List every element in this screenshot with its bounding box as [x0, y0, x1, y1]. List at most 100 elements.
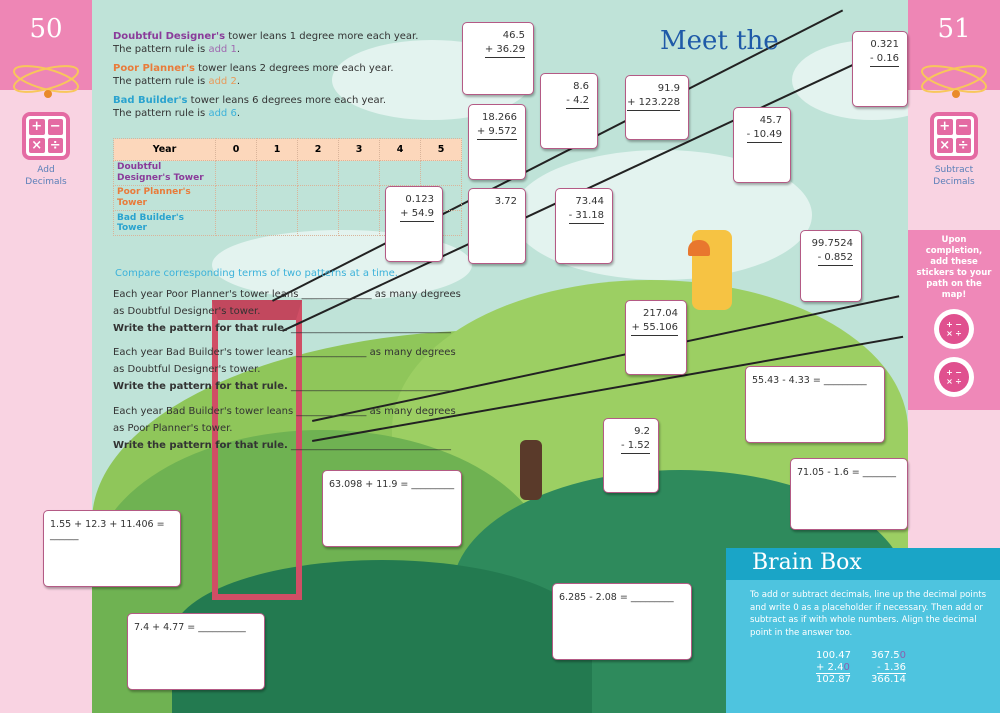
equation-sticker[interactable]: 7.4 + 4.77 = __________ — [127, 613, 265, 690]
table-cell[interactable] — [215, 185, 257, 211]
text-label: as Doubtful Designer's tower. — [113, 306, 261, 317]
text-label: - 4.2 — [566, 94, 589, 109]
text-label: Each year Poor Planner's tower leans — [113, 289, 299, 300]
text-label: 18.266 — [482, 112, 517, 123]
text-label: - 31.18 — [568, 209, 604, 224]
text-label: - 1.52 — [620, 439, 650, 454]
text-label: + 55.106 — [631, 321, 678, 336]
text-label: 91.9 — [657, 83, 680, 94]
table-cell[interactable] — [338, 185, 380, 211]
example-addition: 100.47 + 2.40 102.87 — [816, 650, 851, 686]
text-label: as many degrees — [369, 406, 456, 417]
calculator-icon: + − × ÷ — [930, 112, 978, 160]
text-label: 102.87 — [816, 674, 851, 685]
compare-item-3: Each year Bad Builder's tower leans ____… — [113, 406, 456, 451]
reward-sticker-icon: + − × ÷ — [934, 309, 974, 349]
text-label: 1.55 + 12.3 + 11.406 = — [50, 519, 165, 530]
text-label: add 1 — [208, 44, 237, 55]
text-label: + 123.228 — [627, 96, 680, 111]
left-page-strip: 50 + − × ÷ Add Decimals — [0, 0, 92, 713]
text-label: Each year Bad Builder's tower leans — [113, 406, 294, 417]
table-cell[interactable] — [215, 160, 257, 186]
text-label: Write the pattern for that rule. — [113, 381, 288, 392]
text-label: as Poor Planner's tower. — [113, 423, 233, 434]
brain-box: Brain Box To add or subtract decimals, l… — [726, 548, 1000, 713]
table-cell[interactable] — [256, 160, 298, 186]
sticker-problem[interactable]: 91.9 + 123.228 — [625, 75, 689, 140]
text-label: 7.4 + 4.77 = — [134, 622, 199, 633]
sticker-problem[interactable]: 73.44 - 31.18 — [555, 188, 613, 264]
sticker-problem[interactable]: 3.72 — [468, 188, 526, 264]
page-number: 51 — [937, 14, 971, 44]
text-label: 100.47 — [816, 650, 851, 661]
sticker-problem[interactable]: 9.2 - 1.52 — [603, 418, 659, 493]
row-label: Bad Builder's Tower — [113, 210, 216, 236]
sticker-problem[interactable]: 99.7524 - 0.852 — [800, 230, 862, 302]
equation-sticker[interactable]: 55.43 - 4.33 = _________ — [745, 366, 885, 443]
text-label: 55.43 - 4.33 = — [752, 375, 824, 386]
text-label: 0.123 — [405, 194, 434, 205]
table-cell[interactable] — [297, 210, 339, 236]
zipliner-child — [520, 440, 542, 500]
equation-sticker[interactable]: 6.285 - 2.08 = _________ — [552, 583, 692, 660]
text-label: tower leans 6 degrees more each year. — [187, 95, 387, 106]
text-label: . — [236, 44, 240, 55]
calculator-icon: + − × ÷ — [22, 112, 70, 160]
text-label: + 9.572 — [476, 125, 517, 140]
text-label: 46.5 — [502, 30, 525, 41]
page-title: Meet the — [660, 26, 779, 56]
text-label: 366.14 — [871, 674, 907, 685]
text-label: . — [236, 108, 240, 119]
text-label: - 0.16 — [869, 52, 899, 67]
text-label: 5 — [420, 138, 462, 161]
sticker-note: Upon completion, add these stickers to y… — [916, 235, 992, 300]
sticker-problem[interactable]: 45.7 - 10.49 — [733, 107, 791, 183]
text-label: Year — [113, 138, 216, 161]
row-label: Poor Planner's Tower — [113, 185, 216, 211]
text-label: Doubtful Designer's — [113, 31, 226, 42]
table-cell[interactable] — [256, 210, 298, 236]
text-label: Poor Planner's — [113, 63, 195, 74]
text-label: - 10.49 — [746, 128, 782, 143]
text-label: 63.098 + 11.9 = — [329, 479, 412, 490]
table-cell[interactable] — [297, 160, 339, 186]
table-cell[interactable] — [420, 160, 462, 186]
text-label: as many degrees — [369, 347, 456, 358]
table-cell[interactable] — [297, 185, 339, 211]
text-label: 367.5 — [871, 650, 900, 661]
text-label: 99.7524 — [811, 238, 853, 249]
table-cell[interactable] — [256, 185, 298, 211]
text-label: as Doubtful Designer's tower. — [113, 364, 261, 375]
text-label: The pattern rule is — [113, 44, 209, 55]
sticker-problem[interactable]: 217.04 + 55.106 — [625, 300, 687, 375]
table-cell[interactable] — [338, 160, 380, 186]
topic-label: Add Decimals — [25, 165, 67, 187]
sticker-problem[interactable]: 8.6 - 4.2 — [540, 73, 598, 149]
text-label: The pattern rule is — [113, 76, 209, 87]
text-label: tower leans 1 degree more each year. — [225, 31, 419, 42]
table-cell[interactable] — [338, 210, 380, 236]
sticker-problem[interactable]: 0.321 - 0.16 — [852, 31, 908, 107]
equation-sticker[interactable]: 1.55 + 12.3 + 11.406 = ______ — [43, 510, 181, 587]
text-label: add 6 — [208, 108, 237, 119]
compare-heading: Compare corresponding terms of two patte… — [115, 268, 398, 279]
equation-sticker[interactable]: 63.098 + 11.9 = _________ — [322, 470, 462, 547]
table-cell[interactable] — [215, 210, 257, 236]
text-label: + 54.9 — [400, 207, 434, 222]
table-cell[interactable] — [379, 160, 421, 186]
text-label: 1 — [256, 138, 298, 161]
pattern-table: Year 0 1 2 3 4 5 Doubtful Designer's Tower Poo… — [113, 138, 462, 236]
equation-sticker[interactable]: 71.05 - 1.6 = _______ — [790, 458, 908, 530]
text-label: 0 — [843, 662, 850, 673]
sticker-problem[interactable]: 18.266 + 9.572 — [468, 104, 526, 180]
sticker-problem[interactable]: 46.5 + 36.29 — [462, 22, 534, 95]
text-label: 0 — [215, 138, 257, 161]
text-label: 0.321 — [870, 39, 899, 50]
text-label: 71.05 - 1.6 = — [797, 467, 863, 478]
text-label: - 1.36 — [876, 662, 907, 674]
tower — [212, 300, 302, 600]
text-label: 6.285 - 2.08 = — [559, 592, 631, 603]
sticker-problem[interactable]: 0.123 + 54.9 — [385, 186, 443, 262]
text-label: 4 — [379, 138, 421, 161]
text-label: 0 — [899, 650, 907, 661]
